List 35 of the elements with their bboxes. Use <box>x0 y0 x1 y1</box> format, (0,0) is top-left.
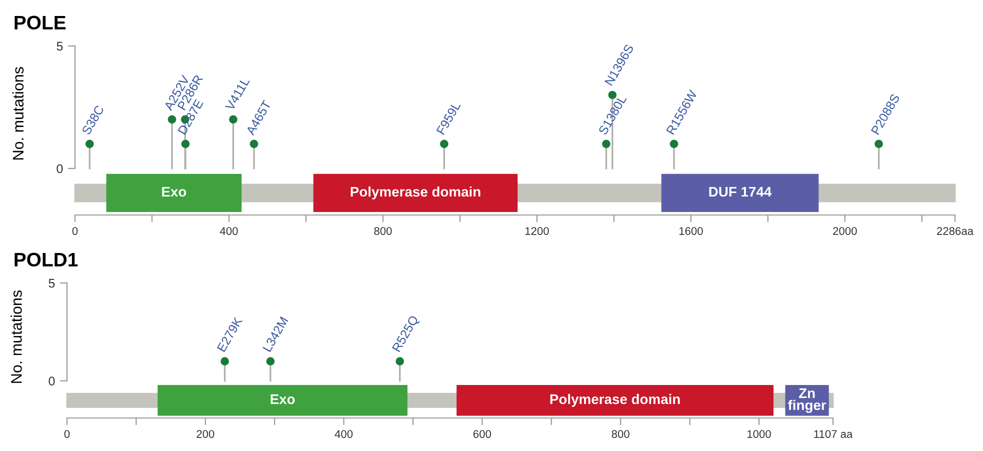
point <box>168 115 176 124</box>
x-tick-label: 2286aa <box>937 227 974 235</box>
point <box>250 140 258 148</box>
x-tick-label: 1107 aa <box>814 430 853 438</box>
y-axis-title: No. mutations <box>12 67 24 160</box>
x-tick-label: 600 <box>473 430 492 438</box>
band-label: Zn finger <box>788 388 826 413</box>
x-tick-label: 800 <box>374 227 392 235</box>
x-tick-label: 0 <box>64 430 70 438</box>
chart-title: POLD1 <box>14 252 78 267</box>
x-tick-label: 1600 <box>679 227 703 235</box>
x-tick-label: 200 <box>196 430 214 438</box>
y-tick-label: 5 <box>48 278 55 288</box>
band-label: Polymerase domain <box>550 394 680 407</box>
point <box>440 140 448 148</box>
chart-title: POLE <box>14 16 66 30</box>
x-tick-label: 2000 <box>833 227 857 235</box>
band-label: DUF 1744 <box>709 186 772 197</box>
point <box>670 140 678 148</box>
point <box>874 140 883 148</box>
y-tick-label: 5 <box>56 42 63 51</box>
x-tick-label: 0 <box>72 227 78 235</box>
point <box>602 140 610 148</box>
point <box>85 140 94 148</box>
point <box>181 140 190 148</box>
x-tick-label: 1000 <box>747 430 771 438</box>
y-axis-title: No. mutations <box>10 290 22 383</box>
x-tick-label: 400 <box>220 227 238 235</box>
x-tick-label: 1200 <box>525 227 549 235</box>
x-tick-label: 800 <box>612 430 630 438</box>
band-label: Exo <box>270 394 295 404</box>
band-label: Exo <box>162 186 186 197</box>
x-tick-label: 400 <box>334 430 353 438</box>
band-label: Polymerase domain <box>350 186 480 200</box>
point <box>229 115 238 124</box>
